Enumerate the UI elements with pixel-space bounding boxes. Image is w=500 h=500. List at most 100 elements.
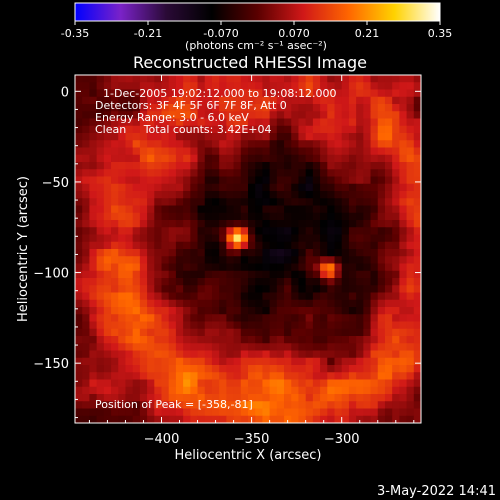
heatmap-cell	[197, 256, 206, 264]
y-tick-label-3: −150	[33, 357, 69, 372]
heatmap-cell	[320, 357, 328, 366]
heatmap-cell	[327, 278, 335, 286]
heatmap-cell	[204, 394, 213, 402]
heatmap-cell	[298, 307, 307, 315]
heatmap-cell	[262, 343, 271, 351]
heatmap-cell	[240, 75, 249, 83]
heatmap-cell	[291, 147, 299, 156]
heatmap-cell	[190, 125, 198, 134]
heatmap-cell	[219, 183, 227, 192]
heatmap-cell	[183, 249, 191, 257]
heatmap-cell	[190, 241, 198, 250]
heatmap-cell	[384, 314, 393, 322]
heatmap-cell	[226, 256, 234, 264]
heatmap-cell	[269, 350, 278, 359]
heatmap-cell	[348, 133, 357, 141]
heatmap-cell	[291, 350, 299, 359]
heatmap-cell	[298, 140, 307, 148]
heatmap-cell	[147, 386, 155, 395]
heatmap-cell	[348, 241, 357, 250]
plot-area: −400 −350 −300 0−50−100−150	[33, 74, 422, 447]
info-energy: Energy Range: 3.0 - 6.0 keV	[95, 111, 249, 124]
heatmap-cell	[118, 191, 126, 199]
heatmap-cell	[197, 133, 206, 141]
heatmap-cell	[255, 401, 263, 409]
heatmap-cell	[356, 314, 364, 322]
heatmap-cell	[183, 270, 191, 279]
heatmap-cell	[298, 394, 307, 402]
heatmap-cell	[118, 249, 126, 257]
heatmap-cell	[291, 321, 299, 330]
heatmap-cell	[118, 299, 126, 308]
heatmap-cell	[82, 111, 90, 119]
heatmap-cell	[75, 104, 83, 112]
heatmap-cell	[154, 133, 162, 141]
heatmap-cell	[197, 104, 206, 112]
heatmap-cell	[399, 270, 407, 279]
heatmap-cell	[161, 292, 170, 301]
heatmap-cell	[262, 365, 271, 373]
heatmap-cell	[356, 205, 364, 214]
heatmap-cell	[276, 307, 285, 315]
heatmap-cell	[320, 256, 328, 264]
heatmap-cell	[139, 336, 148, 344]
heatmap-cell	[276, 191, 285, 199]
heatmap-cell	[226, 365, 234, 373]
heatmap-cell	[154, 336, 162, 344]
heatmap-cell	[262, 96, 271, 105]
heatmap-cell	[305, 372, 314, 380]
heatmap-cell	[168, 350, 177, 359]
heatmap-cell	[103, 256, 112, 264]
heatmap-cell	[392, 212, 400, 221]
heatmap-cell	[204, 408, 213, 417]
heatmap-cell	[255, 394, 263, 402]
heatmap-cell	[190, 75, 198, 83]
heatmap-cell	[320, 379, 328, 388]
heatmap-cell	[204, 270, 213, 279]
heatmap-cell	[75, 415, 83, 424]
heatmap-cell	[147, 299, 155, 308]
heatmap-cell	[147, 154, 155, 163]
heatmap-cell	[363, 234, 371, 243]
heatmap-cell	[233, 89, 242, 98]
heatmap-cell	[298, 162, 307, 170]
heatmap-cell	[204, 263, 213, 272]
heatmap-cell	[226, 96, 234, 105]
heatmap-cell	[413, 169, 422, 177]
heatmap-cell	[197, 343, 206, 351]
heatmap-cell	[363, 176, 371, 185]
heatmap-cell	[89, 75, 98, 83]
heatmap-cell	[175, 198, 184, 206]
heatmap-cell	[211, 249, 220, 257]
heatmap-cell	[363, 104, 371, 112]
heatmap-cell	[82, 263, 90, 272]
heatmap-cell	[291, 140, 299, 148]
heatmap-cell	[161, 314, 170, 322]
heatmap-cell	[312, 336, 321, 344]
heatmap-cell	[147, 401, 155, 409]
heatmap-cell	[168, 220, 177, 228]
heatmap-cell	[183, 379, 191, 388]
heatmap-cell	[111, 220, 119, 228]
heatmap-cell	[370, 220, 379, 228]
heatmap-cell	[240, 415, 249, 424]
heatmap-cell	[75, 147, 83, 156]
heatmap-cell	[370, 169, 379, 177]
heatmap-cell	[413, 118, 422, 127]
heatmap-cell	[139, 299, 148, 308]
heatmap-cell	[356, 234, 364, 243]
heatmap-cell	[147, 278, 155, 286]
heatmap-cell	[262, 118, 271, 127]
heatmap-cell	[96, 104, 105, 112]
heatmap-cell	[226, 147, 234, 156]
heatmap-cell	[262, 328, 271, 337]
heatmap-cell	[204, 104, 213, 112]
heatmap-cell	[183, 125, 191, 134]
heatmap-cell	[154, 191, 162, 199]
heatmap-cell	[298, 89, 307, 98]
heatmap-cell	[211, 350, 220, 359]
heatmap-cell	[348, 336, 357, 344]
heatmap-cell	[154, 118, 162, 127]
heatmap-cell	[291, 111, 299, 119]
heatmap-cell	[392, 176, 400, 185]
